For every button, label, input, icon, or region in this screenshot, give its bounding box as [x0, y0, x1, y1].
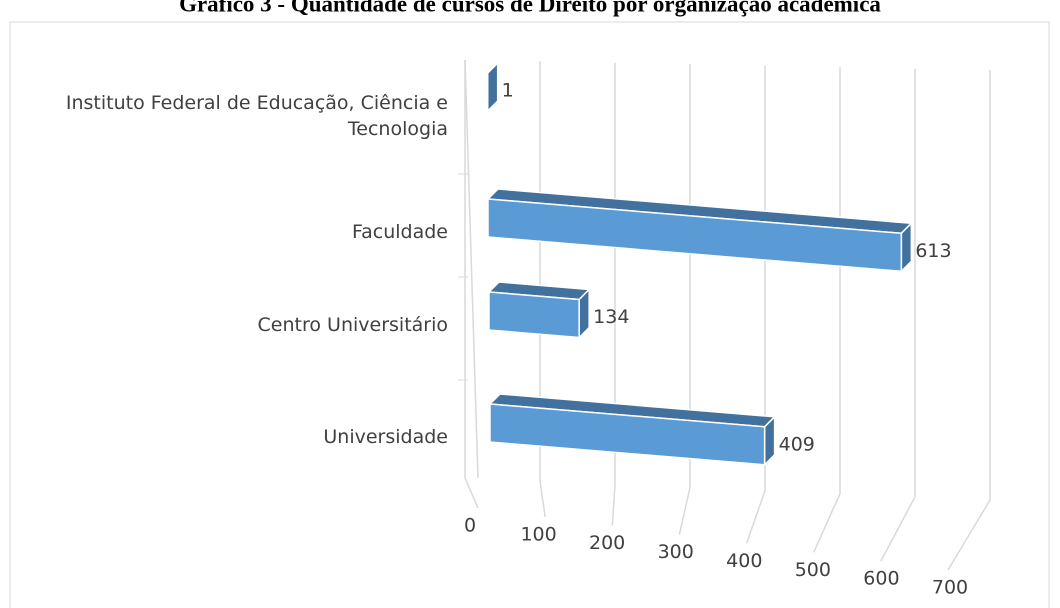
x-tick-label: 100	[520, 523, 556, 545]
grid-line	[464, 60, 479, 509]
grid-line	[813, 67, 841, 553]
x-tick-label: 600	[863, 568, 899, 590]
x-tick-label: 400	[726, 550, 762, 572]
y-tick-label: Faculdade	[351, 221, 448, 243]
y-axis	[464, 59, 479, 479]
grid-line	[678, 64, 691, 535]
grid-line	[880, 68, 916, 562]
chart-border	[9, 21, 1050, 608]
y-tick-label: Centro Universitário	[257, 314, 448, 336]
chart-title: Gráfico 3 - Quantidade de cursos de Dire…	[179, 0, 881, 16]
grid-line	[611, 62, 616, 526]
value-label: 134	[593, 306, 629, 328]
bar-front	[488, 291, 580, 339]
bar	[485, 61, 500, 113]
y-tick-label: Instituto Federal de Educação, Ciência e…	[65, 92, 448, 140]
x-tick-label: 200	[589, 532, 625, 554]
bar	[486, 188, 914, 274]
bar-front	[486, 72, 489, 112]
y-tick-label: Universidade	[323, 426, 448, 448]
bar-front	[487, 198, 903, 273]
value-label: 613	[915, 240, 951, 262]
x-tick-label: 300	[658, 541, 694, 563]
bar	[488, 393, 777, 467]
x-tick-label: 700	[932, 577, 968, 599]
bar-front	[489, 403, 766, 466]
value-label: 1	[502, 80, 514, 102]
grid-line	[745, 65, 766, 544]
value-label: 409	[779, 433, 815, 455]
x-tick-label: 0	[464, 515, 476, 537]
bar	[487, 281, 591, 340]
grid-line	[947, 70, 991, 571]
x-tick-label: 500	[795, 559, 831, 581]
